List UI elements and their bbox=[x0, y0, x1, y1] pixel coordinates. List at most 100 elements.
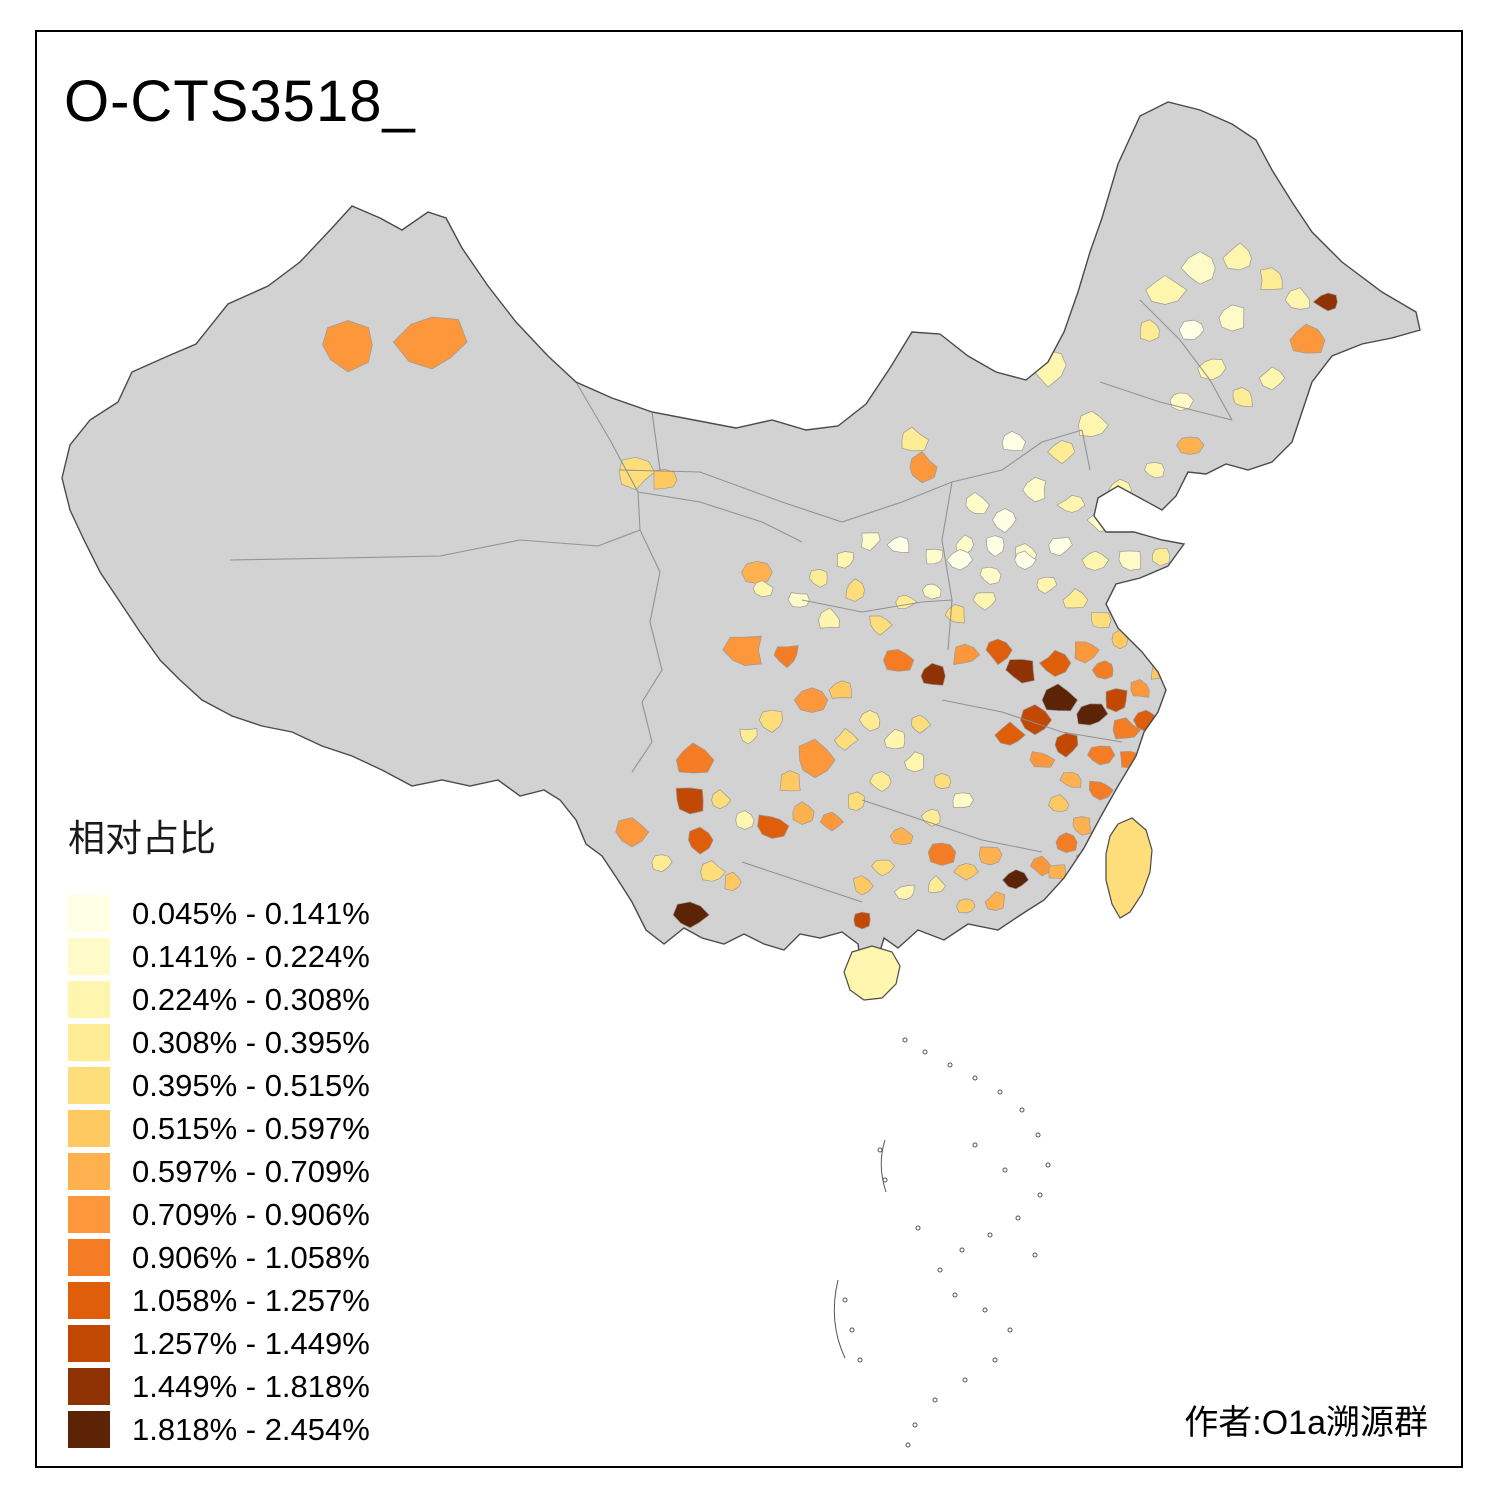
islet-dot bbox=[842, 1297, 848, 1303]
map-region bbox=[752, 580, 774, 598]
map-region bbox=[858, 710, 881, 732]
province-border bbox=[1099, 381, 1233, 421]
choropleth-patches bbox=[322, 242, 1338, 930]
map-region bbox=[1115, 788, 1138, 812]
legend-swatch bbox=[68, 1196, 110, 1233]
map-region bbox=[808, 569, 828, 588]
map-region bbox=[1139, 319, 1160, 342]
province-border bbox=[631, 529, 663, 773]
islet-dot bbox=[849, 1327, 855, 1333]
map-region bbox=[869, 771, 892, 792]
map-region bbox=[779, 770, 801, 792]
legend-swatch bbox=[68, 1282, 110, 1319]
islet-dot bbox=[1002, 1167, 1008, 1173]
map-region bbox=[675, 742, 715, 774]
map-region bbox=[956, 898, 976, 914]
map-region bbox=[869, 615, 893, 636]
map-region bbox=[1087, 745, 1116, 766]
map-title: O-CTS3518_ bbox=[64, 69, 416, 134]
province-border bbox=[637, 491, 803, 543]
map-region bbox=[1178, 319, 1205, 340]
map-region bbox=[1002, 869, 1029, 890]
islet-dot bbox=[932, 1397, 938, 1403]
islet-dot bbox=[1035, 1132, 1041, 1138]
map-region bbox=[773, 645, 799, 669]
legend-label: 0.308% - 0.395% bbox=[132, 1024, 370, 1060]
map-region bbox=[933, 773, 952, 789]
map-region bbox=[1105, 688, 1128, 713]
legend-label: 0.224% - 0.308% bbox=[132, 981, 370, 1017]
map-region bbox=[886, 536, 910, 553]
map-region bbox=[1130, 679, 1150, 698]
map-region bbox=[853, 911, 871, 930]
map-region bbox=[1259, 267, 1283, 290]
islet-dot bbox=[902, 1037, 908, 1043]
map-region bbox=[819, 811, 845, 832]
legend-item: 0.709% - 0.906% bbox=[68, 1193, 370, 1236]
map-region bbox=[818, 607, 840, 629]
map-region bbox=[978, 846, 1003, 866]
map-region bbox=[1001, 430, 1027, 451]
islet-dot bbox=[972, 1142, 978, 1148]
map-region bbox=[672, 901, 710, 929]
map-region bbox=[1089, 780, 1114, 801]
legend-item: 0.515% - 0.597% bbox=[68, 1107, 370, 1150]
map-region bbox=[1312, 292, 1338, 312]
map-region bbox=[1074, 641, 1100, 664]
map-region bbox=[861, 532, 881, 552]
islet-dot bbox=[1037, 1192, 1043, 1198]
taiwan-island bbox=[1105, 817, 1153, 919]
map-region bbox=[1143, 462, 1165, 479]
map-region bbox=[1029, 751, 1056, 768]
islet-arc bbox=[880, 1139, 887, 1193]
legend-swatch bbox=[68, 1153, 110, 1190]
map-region bbox=[1072, 816, 1092, 836]
legend-item: 1.818% - 2.454% bbox=[68, 1408, 370, 1451]
legend-swatch bbox=[68, 1024, 110, 1061]
map-region bbox=[1258, 366, 1286, 391]
map-region bbox=[322, 320, 373, 373]
map-region bbox=[1112, 717, 1142, 740]
map-region bbox=[901, 426, 930, 452]
map-region bbox=[965, 491, 990, 514]
map-region bbox=[1118, 550, 1142, 571]
map-region bbox=[700, 860, 727, 882]
province-border bbox=[619, 429, 1083, 523]
map-region bbox=[883, 728, 906, 750]
map-region bbox=[1091, 660, 1114, 680]
province-border bbox=[741, 861, 863, 903]
map-region bbox=[909, 451, 938, 484]
mainland-outline bbox=[61, 101, 1421, 986]
map-region bbox=[953, 863, 979, 881]
map-region bbox=[1020, 704, 1053, 736]
islet-dot bbox=[982, 1307, 988, 1313]
map-region bbox=[1005, 659, 1035, 684]
legend-label: 1.818% - 2.454% bbox=[132, 1411, 370, 1447]
province-border bbox=[651, 411, 661, 471]
islet-dot bbox=[1045, 1162, 1051, 1168]
map-region bbox=[1048, 537, 1073, 557]
map-region bbox=[985, 638, 1013, 666]
province-border bbox=[941, 481, 953, 651]
islet-dot bbox=[1015, 1215, 1021, 1221]
map-region bbox=[1081, 550, 1110, 571]
map-region bbox=[711, 789, 732, 810]
province-border bbox=[801, 599, 953, 613]
map-region bbox=[741, 560, 773, 584]
map-region bbox=[903, 751, 924, 773]
map-region bbox=[1091, 612, 1112, 629]
legend-label: 0.515% - 0.597% bbox=[132, 1110, 370, 1146]
legend-label: 0.141% - 0.224% bbox=[132, 938, 370, 974]
map-region bbox=[793, 687, 829, 713]
map-region bbox=[1145, 275, 1188, 305]
map-region bbox=[992, 508, 1017, 534]
legend-swatch bbox=[68, 1325, 110, 1362]
map-region bbox=[798, 738, 836, 779]
map-region bbox=[739, 728, 758, 745]
islet-dot bbox=[1007, 1327, 1013, 1333]
legend-item: 0.045% - 0.141% bbox=[68, 892, 370, 935]
map-region bbox=[651, 854, 673, 873]
legend: 相对占比 0.045% - 0.141% 0.141% - 0.224% 0.224… bbox=[68, 808, 370, 1451]
legend-label: 1.449% - 1.818% bbox=[132, 1368, 370, 1404]
province-border bbox=[941, 699, 1123, 743]
